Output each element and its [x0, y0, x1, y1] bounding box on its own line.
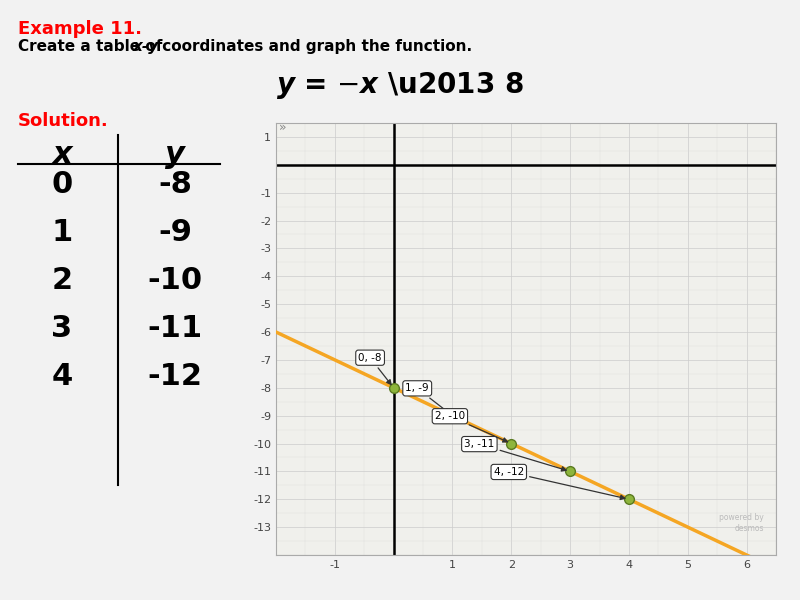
Text: -9: -9: [158, 218, 192, 247]
Text: 0, -8: 0, -8: [358, 353, 391, 385]
Text: 4, -12: 4, -12: [494, 467, 625, 500]
Text: y: y: [165, 140, 185, 169]
Text: 1, -9: 1, -9: [406, 383, 449, 413]
Text: »: »: [279, 121, 286, 134]
Text: 3, -11: 3, -11: [464, 439, 566, 471]
Text: Solution.: Solution.: [18, 112, 109, 130]
Text: -10: -10: [147, 266, 202, 295]
Text: 0: 0: [51, 170, 73, 199]
Text: powered by
desmos: powered by desmos: [719, 514, 764, 533]
Text: -12: -12: [147, 362, 202, 391]
Text: -8: -8: [158, 170, 192, 199]
Text: x: x: [52, 140, 72, 169]
Text: 3: 3: [51, 314, 73, 343]
Text: 1: 1: [51, 218, 73, 247]
Text: coordinates and graph the function.: coordinates and graph the function.: [157, 39, 472, 54]
Text: $\bfit{y}$ = $-\bfit{x}$ \u2013 $\mathbf{8}$: $\bfit{y}$ = $-\bfit{x}$ \u2013 $\mathbf…: [276, 70, 524, 101]
Text: 2: 2: [51, 266, 73, 295]
Text: Example 11.: Example 11.: [18, 20, 142, 38]
Text: -11: -11: [147, 314, 202, 343]
Text: 4: 4: [51, 362, 73, 391]
Text: 2, -10: 2, -10: [435, 411, 507, 442]
Text: Create a table of: Create a table of: [18, 39, 168, 54]
Text: x-y: x-y: [133, 39, 159, 54]
